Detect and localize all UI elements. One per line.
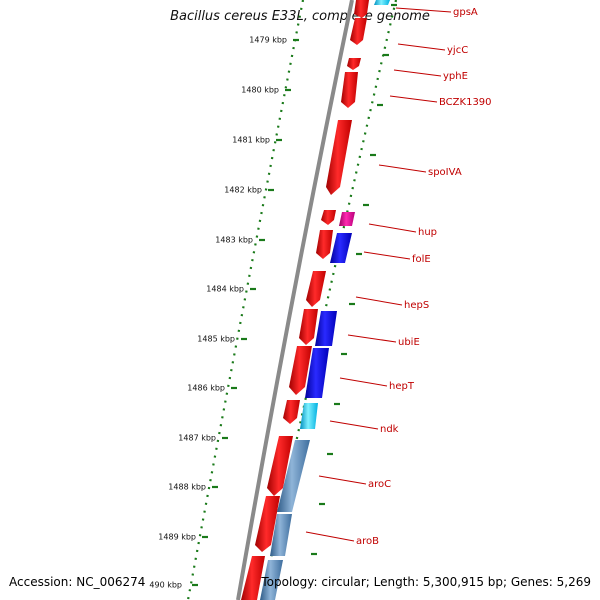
gene-hepT[interactable] xyxy=(289,346,312,395)
gene-folE-neighbor[interactable] xyxy=(316,230,333,259)
kbp-label: 1485 kbp xyxy=(197,335,235,344)
gene-aroC-inner[interactable] xyxy=(277,440,310,512)
gene-aroB-inner[interactable] xyxy=(270,514,292,556)
gene-ndk[interactable] xyxy=(300,403,318,429)
gene-gpsA[interactable] xyxy=(354,0,369,18)
gene-folE[interactable] xyxy=(330,233,352,263)
kbp-label: 490 kbp xyxy=(149,581,182,590)
gene-gpsA-inner[interactable] xyxy=(374,0,390,5)
gene-label-yphE: yphE xyxy=(443,71,468,82)
kbp-label: 1479 kbp xyxy=(249,36,287,45)
gene-yjcC[interactable] xyxy=(350,18,367,45)
kbp-label: 1484 kbp xyxy=(206,285,244,294)
gene-label-yjcC: yjcC xyxy=(447,45,468,56)
gene-ubiE-neighbor[interactable] xyxy=(299,309,318,345)
gene-label-spoIVA: spoIVA xyxy=(428,167,462,178)
accession-text: Accession: NC_006274 xyxy=(9,575,146,589)
gene-label-gpsA: gpsA xyxy=(453,7,478,18)
gene-hup-neighbor[interactable] xyxy=(321,210,336,225)
ruler-labels: 1479 kbp 1480 kbp 1481 kbp 1482 kbp 1483… xyxy=(149,36,287,590)
reverse-strand-genes xyxy=(260,0,390,600)
gene-label-hepT: hepT xyxy=(389,381,415,392)
gene-labels: gpsA yjcC yphE BCZK1390 spoIVA hup folE … xyxy=(356,7,492,547)
gene-yphE[interactable] xyxy=(347,58,361,70)
gene-label-aroC: aroC xyxy=(368,479,391,490)
kbp-label: 1489 kbp xyxy=(158,533,196,542)
gene-bottom-inner[interactable] xyxy=(260,560,283,600)
ruler-ticks xyxy=(192,38,299,587)
gene-ubiE[interactable] xyxy=(315,311,337,346)
gene-label-hepS: hepS xyxy=(404,300,429,311)
kbp-label: 1487 kbp xyxy=(178,434,216,443)
gene-label-BCZK1390: BCZK1390 xyxy=(439,97,492,108)
gene-label-ndk: ndk xyxy=(380,424,399,435)
gene-label-aroB: aroB xyxy=(356,536,379,547)
gene-bottom[interactable] xyxy=(241,556,265,600)
gene-BCZK1390[interactable] xyxy=(341,72,358,108)
kbp-label: 1483 kbp xyxy=(215,236,253,245)
kbp-label: 1488 kbp xyxy=(168,483,206,492)
gene-label-leaders xyxy=(305,7,452,542)
kbp-label: 1482 kbp xyxy=(224,186,262,195)
ruler-line-outer xyxy=(186,0,305,600)
kbp-label: 1486 kbp xyxy=(187,384,225,393)
genome-backbone xyxy=(236,0,354,600)
gene-label-hup: hup xyxy=(418,227,437,238)
gene-label-folE: folE xyxy=(412,254,431,265)
gene-aroC[interactable] xyxy=(267,436,293,496)
inner-ticks xyxy=(311,3,397,556)
gene-hup[interactable] xyxy=(339,212,355,226)
gene-ndk-neighbor[interactable] xyxy=(283,400,300,424)
gene-aroB[interactable] xyxy=(255,496,280,552)
kbp-label: 1480 kbp xyxy=(241,86,279,95)
gene-hepS[interactable] xyxy=(306,271,326,307)
forward-strand-genes xyxy=(241,0,369,600)
kbp-label: 1481 kbp xyxy=(232,136,270,145)
gene-label-ubiE: ubiE xyxy=(398,337,420,348)
gene-hepT-inner[interactable] xyxy=(305,348,329,398)
gene-spoIVA[interactable] xyxy=(326,120,352,195)
topology-text: Topology: circular; Length: 5,300,915 bp… xyxy=(261,575,591,589)
